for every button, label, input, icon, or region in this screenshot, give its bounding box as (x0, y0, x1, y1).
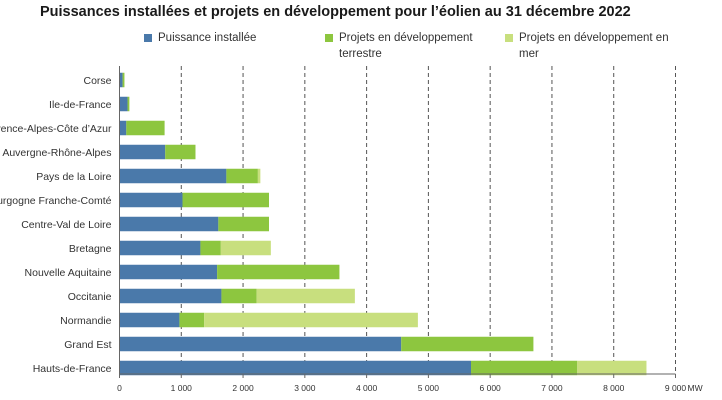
category-label-3: Auvergne-Rhône-Alpes (2, 147, 111, 159)
bar-segment-installed-7 (119, 240, 201, 256)
x-tick-label-9000: 9 000 (665, 383, 687, 393)
bar-segment-installed-3 (119, 144, 166, 160)
bar-segment-installed-2 (119, 120, 127, 136)
bar-segment-installed-11 (119, 336, 402, 352)
x-tick-label-8000: 8 000 (603, 383, 625, 393)
bar-segment-offshore-7 (220, 240, 271, 256)
category-label-7: Bretagne (69, 243, 112, 255)
legend-swatch-onshore (325, 34, 333, 42)
category-label-11: Grand Est (64, 339, 111, 351)
bar-segment-onshore-5 (182, 192, 270, 208)
category-label-2: Provence-Alpes-Côte d’Azur (0, 123, 112, 135)
bar-segment-onshore-6 (218, 216, 270, 232)
bar-segment-onshore-11 (401, 336, 534, 352)
bar-segment-onshore-3 (165, 144, 196, 160)
bar-segment-onshore-4 (226, 168, 258, 184)
category-label-6: Centre-Val de Loire (21, 219, 111, 231)
legend-label-installed: Puissance installée (158, 32, 257, 44)
category-label-8: Nouvelle Aquitaine (25, 267, 112, 279)
bar-segment-installed-12 (119, 360, 472, 376)
x-tick-label-4000: 4 000 (356, 383, 378, 393)
category-label-1: Ile-de-France (49, 99, 112, 111)
bar-segment-onshore-0 (122, 72, 125, 88)
bar-segment-onshore-8 (217, 264, 340, 280)
bar-segment-installed-0 (119, 72, 123, 88)
x-tick-label-3000: 3 000 (294, 383, 316, 393)
bar-segment-installed-4 (119, 168, 227, 184)
x-unit-label: MW (688, 383, 703, 393)
legend-label-onshore: Projets en développement terrestre (339, 32, 473, 60)
bar-segment-offshore-10 (204, 312, 418, 328)
x-tick-label-5000: 5 000 (418, 383, 440, 393)
x-tick-label-1000: 1 000 (171, 383, 193, 393)
bar-segment-installed-8 (119, 264, 218, 280)
x-tick-label-2000: 2 000 (232, 383, 254, 393)
legend-swatch-offshore (505, 34, 513, 42)
bar-segment-onshore-7 (200, 240, 221, 256)
category-label-9: Occitanie (68, 291, 112, 303)
category-label-4: Pays de la Loire (36, 171, 111, 183)
bar-segment-offshore-4 (257, 168, 261, 184)
bar-segment-onshore-2 (126, 120, 165, 136)
category-label-10: Normandie (60, 315, 112, 327)
bar-segment-installed-10 (119, 312, 180, 328)
bar-segment-onshore-9 (221, 288, 257, 304)
bar-segment-installed-1 (119, 96, 128, 112)
bar-segment-onshore-1 (127, 96, 130, 112)
bar-segment-installed-6 (119, 216, 219, 232)
bar-segment-onshore-10 (179, 312, 205, 328)
x-tick-label-6000: 6 000 (480, 383, 502, 393)
bar-segment-offshore-9 (256, 288, 355, 304)
x-tick-label-7000: 7 000 (541, 383, 563, 393)
chart-title: Puissances installées et projets en déve… (40, 4, 631, 20)
category-label-5: Bourgogne Franche-Comté (0, 195, 112, 207)
legend-label-offshore: Projets en développement en mer (519, 32, 669, 60)
bar-segment-installed-9 (119, 288, 222, 304)
bar-segment-onshore-12 (471, 360, 578, 376)
bar-segment-installed-5 (119, 192, 183, 208)
category-label-12: Hauts-de-France (33, 363, 112, 375)
category-label-0: Corse (83, 75, 111, 87)
legend-swatch-installed (144, 34, 152, 42)
x-tick-label-0: 0 (117, 383, 122, 393)
bar-segment-offshore-12 (577, 360, 647, 376)
